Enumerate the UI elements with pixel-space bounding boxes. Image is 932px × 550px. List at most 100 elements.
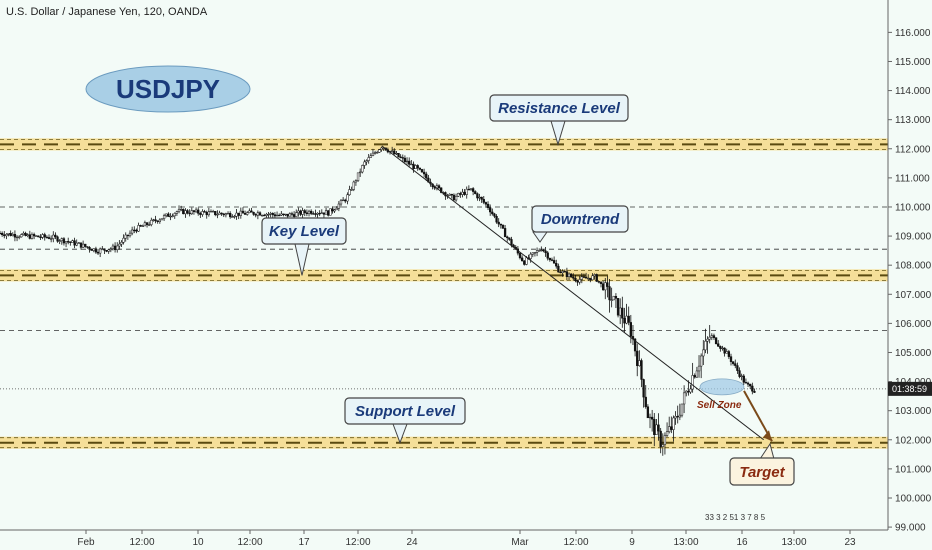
candle-body — [486, 203, 490, 208]
candle-body — [58, 240, 61, 242]
candle-body — [224, 213, 228, 216]
candle-body — [629, 322, 632, 337]
candle-body — [687, 390, 690, 393]
candle-body — [150, 219, 153, 225]
candle-body — [64, 241, 68, 244]
candle-body — [197, 209, 200, 214]
callout-label: Key Level — [269, 223, 340, 240]
candle-body — [52, 234, 55, 239]
candle-body — [148, 224, 151, 226]
candle-body — [211, 210, 215, 213]
y-tick-label: 112.000 — [895, 144, 931, 155]
candle-body — [499, 223, 502, 226]
candle-body — [260, 214, 264, 217]
badge-ellipse — [85, 65, 251, 113]
candle-body — [9, 233, 12, 236]
candle-body — [350, 189, 353, 191]
candle-body — [727, 351, 731, 357]
y-tick-label: 110.000 — [895, 202, 931, 213]
candle-body — [714, 337, 718, 345]
candle-body — [661, 444, 664, 447]
candle-body — [282, 213, 285, 215]
candle-body — [410, 163, 413, 166]
candle-body — [361, 165, 364, 173]
candle-body — [156, 220, 159, 222]
candle-body — [28, 234, 31, 239]
candle-body — [130, 229, 134, 234]
candle-body — [201, 211, 204, 215]
candle-body — [712, 335, 716, 338]
candle-body — [702, 349, 705, 357]
candle-body — [165, 213, 168, 216]
candle-body — [320, 212, 323, 214]
chart-title: U.S. Dollar / Japanese Yen, 120, OANDA — [6, 6, 208, 18]
x-tick-label: 9 — [629, 537, 635, 548]
candle-body — [109, 248, 112, 251]
candle-body — [640, 360, 643, 380]
candle-body — [670, 426, 673, 430]
candle-body — [497, 221, 500, 225]
candle-body — [729, 356, 733, 362]
candle-body — [124, 234, 127, 239]
candle-body — [209, 211, 213, 213]
candle-body — [448, 193, 451, 196]
candle-body — [378, 149, 381, 153]
candle-body — [103, 248, 106, 251]
candle-body — [706, 338, 709, 342]
candle-body — [717, 343, 720, 347]
candle-body — [188, 212, 191, 215]
candle-body — [555, 263, 558, 267]
candle-body — [43, 234, 46, 238]
y-tick-label: 103.000 — [895, 406, 932, 417]
badge-label: USDJPY — [116, 74, 220, 104]
candle-body — [316, 212, 319, 215]
candle-body — [685, 390, 688, 394]
candle-body — [111, 245, 115, 250]
y-tick-label: 115.000 — [895, 57, 931, 68]
candle-body — [582, 276, 586, 278]
callout-pointer — [532, 231, 548, 243]
candle-body — [171, 215, 174, 217]
candle-body — [578, 279, 581, 283]
candle-body — [13, 233, 17, 238]
candle-body — [162, 215, 166, 219]
candle-body — [544, 250, 547, 254]
candle-body — [265, 213, 268, 216]
candle-body — [299, 210, 302, 215]
candle-body — [619, 307, 622, 316]
calendar-watermark: 33 3 2 51 3 7 8 5 — [705, 513, 766, 522]
candle-body — [665, 431, 669, 436]
candle-body — [254, 214, 257, 216]
candle-body — [192, 210, 196, 213]
candle-body — [542, 249, 545, 252]
candle-body — [725, 351, 728, 354]
y-tick-label: 114.000 — [895, 86, 931, 97]
x-tick-label: Mar — [511, 537, 529, 548]
candle-body — [710, 335, 713, 338]
callout-label: Target — [739, 464, 785, 481]
y-tick-label: 108.000 — [895, 261, 932, 272]
candle-body — [657, 424, 660, 432]
candle-body — [30, 234, 34, 239]
candle-body — [480, 196, 483, 200]
candle-body — [137, 225, 140, 232]
candle-body — [469, 188, 473, 190]
y-tick-label: 116.000 — [895, 28, 931, 39]
y-tick-label: 109.000 — [895, 232, 932, 243]
y-tick-label: 105.000 — [895, 348, 932, 359]
candle-body — [408, 160, 411, 165]
candle-body — [642, 379, 645, 398]
x-tick-label: 24 — [406, 537, 418, 548]
x-tick-label: 13:00 — [673, 537, 698, 548]
candle-body — [719, 346, 722, 349]
callout-box — [344, 397, 466, 425]
candle-body — [616, 298, 620, 316]
candle-body — [67, 241, 70, 243]
candle-body — [62, 238, 66, 244]
candle-body — [584, 276, 588, 279]
y-tick-label: 101.000 — [895, 464, 932, 475]
candle-body — [207, 211, 211, 216]
target-callout: Target — [729, 442, 795, 486]
candle-body — [653, 418, 656, 435]
